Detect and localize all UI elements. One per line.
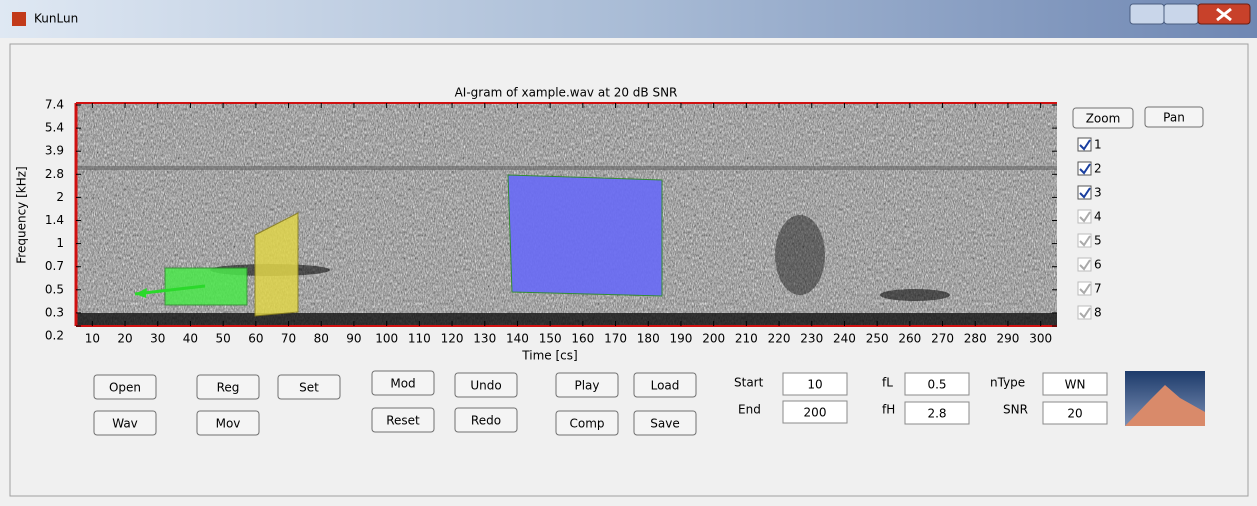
region-blue[interactable] bbox=[508, 175, 662, 296]
button-label: Reset bbox=[386, 414, 420, 428]
field-label: SNR bbox=[1003, 403, 1028, 417]
checkbox-label: 3 bbox=[1094, 186, 1102, 200]
view-button-label: Zoom bbox=[1086, 112, 1121, 126]
field-label: nType bbox=[990, 376, 1025, 390]
x-tick-label: 270 bbox=[931, 332, 954, 346]
x-tick-label: 220 bbox=[768, 332, 791, 346]
formant bbox=[775, 215, 825, 295]
minimize-button[interactable] bbox=[1130, 4, 1164, 24]
x-tick-label: 200 bbox=[702, 332, 725, 346]
button-label: Undo bbox=[470, 379, 501, 393]
x-tick-label: 210 bbox=[735, 332, 758, 346]
x-tick-label: 190 bbox=[669, 332, 692, 346]
checkbox-label: 4 bbox=[1094, 210, 1102, 224]
field-value: WN bbox=[1065, 378, 1086, 392]
x-tick-label: 170 bbox=[604, 332, 627, 346]
x-tick-label: 160 bbox=[571, 332, 594, 346]
field-value: 10 bbox=[807, 378, 822, 392]
x-tick-label: 90 bbox=[346, 332, 361, 346]
x-tick-label: 180 bbox=[637, 332, 660, 346]
x-tick-label: 30 bbox=[150, 332, 165, 346]
x-tick-label: 260 bbox=[898, 332, 921, 346]
x-tick-label: 230 bbox=[800, 332, 823, 346]
x-tick-label: 40 bbox=[183, 332, 198, 346]
x-tick-label: 100 bbox=[375, 332, 398, 346]
checkbox-label: 1 bbox=[1094, 138, 1102, 152]
plot-area bbox=[76, 103, 1057, 326]
field-value: 20 bbox=[1067, 407, 1082, 421]
checkbox-label: 8 bbox=[1094, 306, 1102, 320]
x-tick-label: 130 bbox=[473, 332, 496, 346]
field-value: 0.5 bbox=[927, 378, 946, 392]
button-label: Open bbox=[109, 381, 141, 395]
x-tick-label: 80 bbox=[314, 332, 329, 346]
y-tick-label: 1.4 bbox=[45, 213, 64, 227]
band bbox=[76, 166, 1057, 170]
window-title: KunLun bbox=[34, 12, 78, 26]
x-tick-label: 70 bbox=[281, 332, 296, 346]
x-tick-label: 140 bbox=[506, 332, 529, 346]
x-tick-label: 240 bbox=[833, 332, 856, 346]
y-tick-label: 1 bbox=[56, 236, 64, 250]
button-label: Reg bbox=[217, 381, 240, 395]
y-tick-label: 2.8 bbox=[45, 167, 64, 181]
y-tick-label: 5.4 bbox=[45, 121, 64, 135]
x-tick-label: 120 bbox=[441, 332, 464, 346]
x-tick-label: 50 bbox=[216, 332, 231, 346]
y-tick-label: 0.5 bbox=[45, 282, 64, 296]
button-label: Load bbox=[651, 379, 680, 393]
maximize-button[interactable] bbox=[1164, 4, 1198, 24]
button-label: Save bbox=[650, 417, 679, 431]
x-tick-label: 10 bbox=[85, 332, 100, 346]
field-label: End bbox=[738, 403, 761, 417]
x-axis-label: Time [cs] bbox=[521, 349, 577, 363]
y-tick-label: 3.9 bbox=[45, 144, 64, 158]
button-label: Redo bbox=[471, 414, 501, 428]
field-label: fH bbox=[882, 403, 895, 417]
plot-title: AI-gram of xample.wav at 20 dB SNR bbox=[455, 86, 678, 100]
window: KunLun AI-gram of xample.wav at 20 dB SN… bbox=[0, 0, 1257, 502]
page: KunLun AI-gram of xample.wav at 20 dB SN… bbox=[0, 0, 1257, 502]
y-tick-label: 2 bbox=[56, 190, 64, 204]
checkbox-label: 6 bbox=[1094, 258, 1102, 272]
x-tick-label: 150 bbox=[539, 332, 562, 346]
button-label: Set bbox=[299, 381, 319, 395]
checkbox-label: 7 bbox=[1094, 282, 1102, 296]
y-tick-label: 0.2 bbox=[45, 329, 64, 343]
app-icon bbox=[12, 12, 26, 26]
button-label: Mov bbox=[216, 417, 241, 431]
region-green[interactable] bbox=[165, 268, 247, 305]
x-tick-label: 250 bbox=[866, 332, 889, 346]
button-label: Comp bbox=[569, 417, 604, 431]
formant bbox=[880, 289, 950, 301]
button-label: Mod bbox=[390, 377, 415, 391]
field-value: 2.8 bbox=[927, 407, 946, 421]
x-tick-label: 110 bbox=[408, 332, 431, 346]
field-value: 200 bbox=[804, 406, 827, 420]
checkbox-label: 5 bbox=[1094, 234, 1102, 248]
y-tick-label: 7.4 bbox=[45, 98, 64, 112]
field-label: fL bbox=[882, 376, 893, 390]
x-tick-label: 300 bbox=[1029, 332, 1052, 346]
x-tick-label: 280 bbox=[964, 332, 987, 346]
button-label: Wav bbox=[112, 417, 138, 431]
y-axis-label: Frequency [kHz] bbox=[15, 166, 29, 263]
y-tick-label: 0.3 bbox=[45, 305, 64, 319]
checkbox-label: 2 bbox=[1094, 162, 1102, 176]
button-label: Play bbox=[574, 379, 599, 393]
x-tick-label: 20 bbox=[117, 332, 132, 346]
y-tick-label: 0.7 bbox=[45, 259, 64, 273]
title-bar bbox=[0, 0, 1257, 38]
x-tick-label: 290 bbox=[996, 332, 1019, 346]
x-tick-label: 60 bbox=[248, 332, 263, 346]
field-label: Start bbox=[734, 376, 764, 390]
view-button-label: Pan bbox=[1163, 111, 1185, 125]
